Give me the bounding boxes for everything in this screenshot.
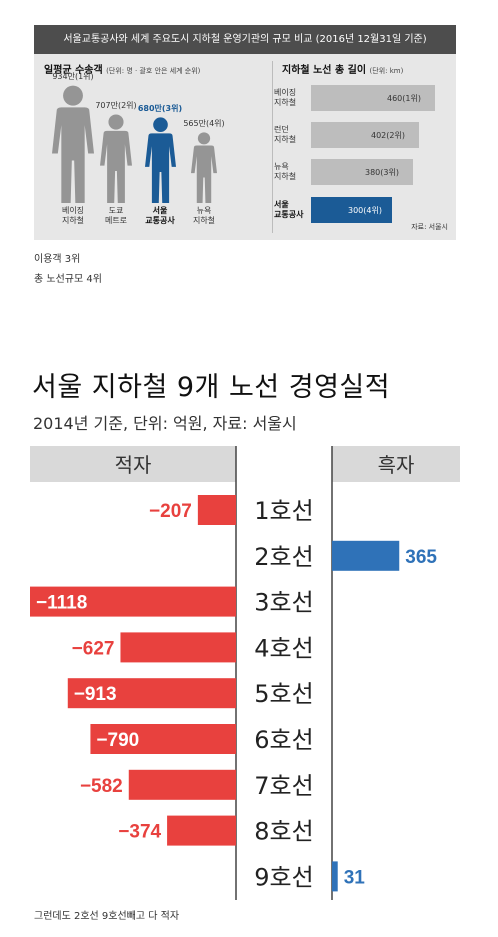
ridership-value-label: 680만(3위)	[137, 104, 183, 113]
ridership-heading-text: 일평균 수송객	[44, 65, 103, 76]
note-bottom: 그런데도 2호선 9호선빼고 다 적자	[34, 911, 180, 922]
surplus-value-label: 365	[405, 547, 437, 568]
length-bar	[311, 85, 435, 111]
person-icon	[144, 117, 176, 203]
ridership-city-label: 뉴욕 지하철	[192, 206, 216, 225]
divider	[272, 61, 273, 233]
deficit-value-label: −913	[74, 684, 117, 705]
line-category-label: 2호선	[254, 543, 313, 571]
line-category-label: 5호선	[254, 680, 313, 708]
person-icon	[100, 114, 132, 203]
length-bar	[311, 159, 413, 185]
ridership-value-label: 934만(1위)	[52, 72, 94, 81]
deficit-value-label: −582	[80, 776, 123, 797]
ridership-value-label: 707만(2위)	[95, 101, 137, 110]
chart-subtitle: 2014년 기준, 단위: 억원, 자료: 서울시	[33, 414, 297, 433]
length-value-label: 380(3위)	[365, 168, 399, 177]
length-city-label: 베이징 지하철	[274, 88, 297, 107]
deficit-value-label: −207	[149, 501, 192, 522]
deficit-value-label: −1118	[36, 593, 87, 614]
ridership-city-label: 베이징 지하철	[61, 206, 85, 225]
deficit-bar	[67, 678, 236, 709]
header-surplus-label: 흑자	[378, 453, 415, 477]
ridership-heading: 일평균 수송객 (단위: 명 · 괄호 안은 세계 순위)	[44, 61, 200, 76]
info-graphic: 서울교통공사와 세계 주요도시 지하철 운영기관의 규모 비교 (2016년 1…	[34, 25, 456, 240]
deficit-bar	[167, 815, 236, 846]
length-bar	[311, 122, 419, 148]
surplus-bar	[332, 540, 400, 571]
info-source: 자료: 서울시	[411, 223, 448, 231]
length-city-label: 런던 지하철	[274, 125, 297, 144]
chart-title: 서울 지하철 9개 노선 경영실적	[32, 372, 391, 403]
length-value-label: 300(4위)	[348, 206, 382, 215]
ridership-city-label: 서울 교통공사	[145, 206, 175, 225]
length-heading-text: 지하철 노선 총 길이	[282, 65, 367, 76]
line-category-label: 8호선	[254, 818, 313, 846]
line-category-label: 4호선	[254, 634, 313, 662]
length-value-label: 460(1위)	[387, 94, 421, 103]
deficit-bar	[128, 769, 236, 800]
deficit-value-label: −627	[72, 638, 115, 659]
deficit-value-label: −790	[96, 730, 139, 751]
note-length: 총 노선규모 4위	[34, 274, 102, 285]
person-icon	[52, 85, 94, 203]
length-value-label: 402(2위)	[371, 131, 405, 140]
line-category-label: 6호선	[254, 726, 313, 754]
deficit-bar	[120, 632, 236, 663]
deficit-bar	[197, 495, 236, 525]
note-ridership: 이용객 3위	[34, 254, 81, 265]
ridership-city-label: 도쿄 메트로	[104, 206, 128, 225]
deficit-bar	[90, 724, 236, 754]
line-category-label: 9호선	[254, 863, 313, 891]
line-category-label: 3호선	[254, 589, 313, 617]
length-city-label: 서울 교통공사	[274, 200, 304, 219]
length-city-label: 뉴욕 지하철	[274, 162, 297, 181]
info-title: 서울교통공사와 세계 주요도시 지하철 운영기관의 규모 비교 (2016년 1…	[34, 25, 456, 54]
deficit-value-label: −374	[118, 822, 161, 843]
ridership-value-label: 565만(4위)	[183, 119, 225, 128]
length-bar	[311, 197, 392, 223]
deficit-bar	[30, 586, 236, 617]
line-category-label: 1호선	[254, 497, 313, 525]
ridership-unit: (단위: 명 · 괄호 안은 세계 순위)	[106, 67, 201, 75]
header-surplus-band	[332, 446, 460, 482]
length-heading: 지하철 노선 총 길이 (단위: km)	[282, 61, 403, 76]
surplus-value-label: 31	[344, 867, 366, 888]
line-category-label: 7호선	[254, 772, 313, 800]
length-unit: (단위: km)	[369, 67, 404, 75]
header-deficit-band	[30, 446, 236, 482]
surplus-bar	[332, 861, 338, 892]
header-deficit-label: 적자	[115, 453, 152, 477]
person-icon	[191, 132, 217, 203]
line-performance-chart: 적자 흑자 −207 1호선 365 2호선 −1118 3호선 −627 4호선 −913 5호선 −…	[30, 446, 460, 900]
